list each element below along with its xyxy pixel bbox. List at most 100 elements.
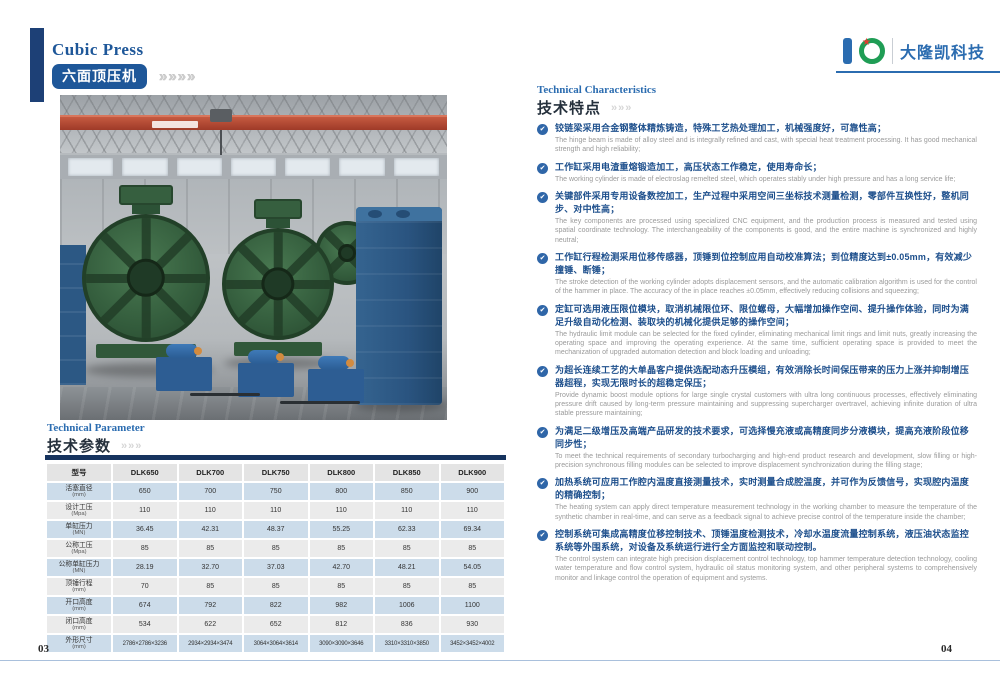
photo-pipe: [280, 401, 360, 404]
table-column-header: DLK650: [113, 464, 177, 481]
press-machine-left: [82, 185, 210, 358]
feature-text-zh: 为超长连续工艺的大单晶客户提供选配动态升压模组，有效消除长时间保压带来的压力上涨…: [555, 364, 970, 388]
table-cell: 48.37: [244, 521, 308, 538]
check-icon: ✔: [537, 478, 548, 490]
feature-text-zh: 铰链梁采用合金钢整体精炼铸造，特殊工艺热处理加工，机械强度好，可靠性高；: [555, 123, 887, 133]
feature-text-en: The heating system can apply direct temp…: [555, 504, 977, 521]
table-cell: 812: [309, 616, 373, 633]
row-label: 单缸压力 (MN): [47, 521, 111, 538]
blue-cabinet: [60, 245, 86, 385]
table-cell: 652: [244, 616, 308, 633]
feature-item: ✔ 控制系统可集成高精度位移控制技术、顶锤温度检测技术，冷却水温度流量控制系统，液…: [537, 528, 977, 583]
table-cell: 930: [440, 616, 504, 633]
check-icon: ✔: [537, 191, 548, 203]
table-cell: 55.25: [309, 521, 373, 538]
photo-window-band: [60, 155, 447, 179]
table-cell: 2786×2786×3236: [113, 635, 177, 652]
table-cell: 85: [309, 578, 373, 595]
table-column-header: DLK850: [375, 464, 439, 481]
table-cell: 85: [244, 578, 308, 595]
pump-unit: [308, 356, 364, 403]
table-cell: 110: [440, 502, 504, 519]
feature-item: ✔ 工作缸行程检测采用位移传感器，顶锤到位控制应用自动校准算法；到位精度达到±0.…: [537, 251, 977, 297]
table-cell: 70: [113, 578, 177, 595]
section-technical-characteristics: Technical Characteristics 技术特点 »»»: [537, 84, 656, 118]
feature-item: ✔ 为满足二级增压及高端产品研发的技术要求，可选择慢充液或高精度同步分液模块，提高…: [537, 425, 977, 471]
header-rule: [836, 71, 1000, 73]
logo-star-icon: ★: [862, 37, 871, 48]
photo-crane-label: [152, 121, 198, 128]
check-icon: ✔: [537, 304, 548, 316]
table-cell: 85: [375, 540, 439, 557]
row-label: 设计工压 (Mpa): [47, 502, 111, 519]
footer-rule: [0, 660, 1000, 661]
feature-text-en: The stroke detection of the working cyli…: [555, 279, 977, 296]
feature-text-en: The working cylinder is made of electros…: [555, 175, 956, 183]
table-row: 开口高度 (mm) 674 792 822 982 1006 1100: [47, 597, 504, 614]
feature-text-zh: 定缸可选用液压限位模块，取消机械限位环、限位螺母，大幅增加操作空间、提升操作体验…: [555, 303, 970, 327]
table-cell: 42.31: [178, 521, 242, 538]
feature-text-en: The hinge beam is made of alloy steel an…: [555, 137, 977, 154]
feature-item: ✔ 为超长连续工艺的大单晶客户提供选配动态升压模组，有效消除长时间保压带来的压力上…: [537, 364, 977, 419]
row-label: 开口高度 (mm): [47, 597, 111, 614]
check-icon: ✔: [537, 530, 548, 541]
feature-text-en: The key components are processed using s…: [555, 218, 977, 244]
table-cell: 85: [440, 578, 504, 595]
table-cell: 2934×2934×3474: [178, 635, 242, 652]
feature-item: ✔ 定缸可选用液压限位模块，取消机械限位环、限位螺母，大幅增加操作空间、提升操作体…: [537, 303, 977, 358]
parameter-table-wrap: 型号 DLK650 DLK700 DLK750 DLK800 DLK850 DLK900 活…: [45, 455, 506, 654]
table-column-header: DLK750: [244, 464, 308, 481]
feature-text-en: Provide dynamic boost module options for…: [555, 391, 977, 418]
feature-text-zh: 工作缸行程检测采用位移传感器，顶锤到位控制应用自动校准算法；到位精度达到±0.0…: [555, 251, 973, 276]
table-cell: 1100: [440, 597, 504, 614]
table-row: 闭口高度 (mm) 534 622 652 812 836 930: [47, 616, 504, 633]
table-cell: 48.21: [375, 559, 439, 576]
check-icon: ✔: [537, 162, 548, 174]
company-logo: ★ 大隆凯科技: [843, 37, 985, 64]
blue-hydraulic-tank: [356, 207, 442, 405]
table-row: 设计工压 (Mpa) 110 110 110 110 110 110: [47, 502, 504, 519]
photo-crane-trolley: [210, 109, 232, 122]
row-label: 公称工压 (Mpa): [47, 540, 111, 557]
table-cell: 836: [375, 616, 439, 633]
logo-ring-icon: ★: [859, 37, 885, 64]
press-machine-right: [222, 199, 334, 356]
chevrons-icon: »»»: [611, 101, 633, 114]
table-cell: 69.34: [440, 521, 504, 538]
table-cell: 110: [244, 502, 308, 519]
pump-unit: [238, 350, 294, 397]
photo-pipe: [190, 393, 260, 396]
table-cell: 3452×3452×4002: [440, 635, 504, 652]
feature-text-en: The control system can integrate high pr…: [555, 556, 977, 582]
section-title-zh: 技术特点: [537, 100, 602, 117]
table-row: 顶锤行程 (mm) 70 85 85 85 85 85: [47, 578, 504, 595]
logo-divider: [892, 38, 893, 64]
pump-unit: [156, 344, 212, 391]
table-cell: 792: [178, 597, 242, 614]
table-header-row: 型号 DLK650 DLK700 DLK750 DLK800 DLK850 DLK900: [47, 464, 504, 481]
feature-item: ✔ 铰链梁采用合金钢整体精炼铸造，特殊工艺热处理加工，机械强度好，可靠性高； The…: [537, 122, 977, 155]
row-label: 公称单缸压力 (MN): [47, 559, 111, 576]
parameters-table: 型号 DLK650 DLK700 DLK750 DLK800 DLK850 DLK900 活…: [45, 462, 506, 654]
section-title-en: Technical Characteristics: [537, 84, 657, 96]
feature-item: ✔ 关键部件采用专用设备数控加工，生产过程中采用空间三坐标技术测量检测，零部件互换…: [537, 190, 977, 245]
workshop-photo: [60, 95, 447, 420]
table-cell: 85: [440, 540, 504, 557]
feature-text-zh: 关键部件采用专用设备数控加工，生产过程中采用空间三坐标技术测量检测，零部件互换性…: [555, 190, 970, 215]
table-cell: 110: [178, 502, 242, 519]
logo-bar-icon: [843, 38, 852, 64]
table-cell: 110: [375, 502, 439, 519]
table-cell: 750: [244, 483, 308, 500]
row-label: 活塞直径 (mm): [47, 483, 111, 500]
table-cell: 700: [178, 483, 242, 500]
feature-text-en: To meet the technical requirements of se…: [555, 452, 977, 470]
table-cell: 85: [113, 540, 177, 557]
table-column-header: DLK800: [309, 464, 373, 481]
feature-item: ✔ 工作缸采用电渣重熔锻造加工，高压状态工作稳定，使用寿命长； The workin…: [537, 161, 977, 184]
feature-text-zh: 工作缸采用电渣重熔锻造加工，高压状态工作稳定，使用寿命长；: [555, 161, 822, 172]
table-cell: 28.19: [113, 559, 177, 576]
table-cell: 85: [375, 578, 439, 595]
table-row: 公称单缸压力 (MN) 28.19 32.70 37.03 42.70 48.21 54.05: [47, 559, 504, 576]
table-cell: 850: [375, 483, 439, 500]
feature-item: ✔ 加热系统可应用工作腔内温度直接测量技术，实时测量合成腔温度，并可作为反馈信号，…: [537, 476, 977, 522]
